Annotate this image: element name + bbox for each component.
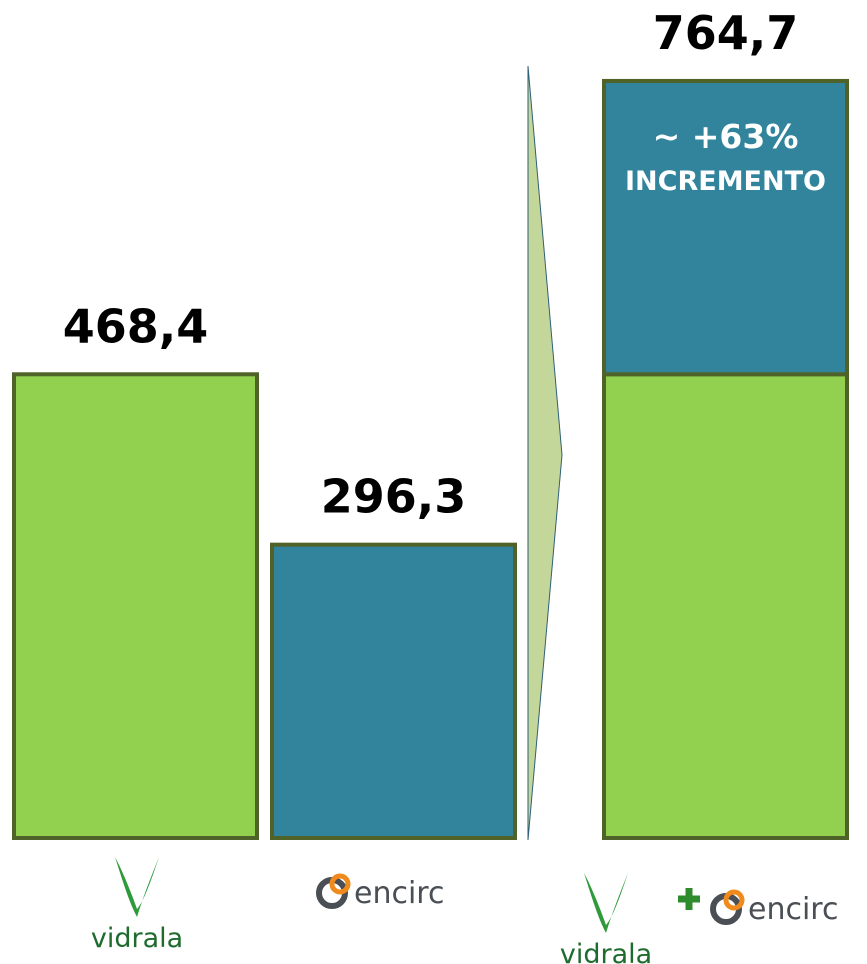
encirc-ring [329, 873, 351, 895]
annotation: ~ +63% [653, 117, 799, 156]
bar [12, 372, 259, 840]
encirc-logo-text: encirc [354, 876, 444, 911]
plus-sign [678, 888, 700, 910]
vidrala-logo-mark [115, 857, 159, 917]
encirc-logo-text: encirc [748, 892, 838, 927]
value-label: 296,3 [321, 470, 467, 524]
bar [602, 372, 849, 840]
vidrala-logo-mark [584, 873, 628, 933]
encirc-ring [723, 889, 745, 911]
value-label: 468,4 [63, 299, 209, 353]
vidrala-logo-text: vidrala [91, 923, 183, 954]
vidrala-logo-text: vidrala [560, 939, 652, 964]
total-label: 764,7 [653, 6, 799, 60]
annotation: INCREMENTO [625, 166, 826, 197]
bar [270, 542, 517, 841]
arrow [527, 65, 563, 841]
bar [602, 78, 849, 377]
